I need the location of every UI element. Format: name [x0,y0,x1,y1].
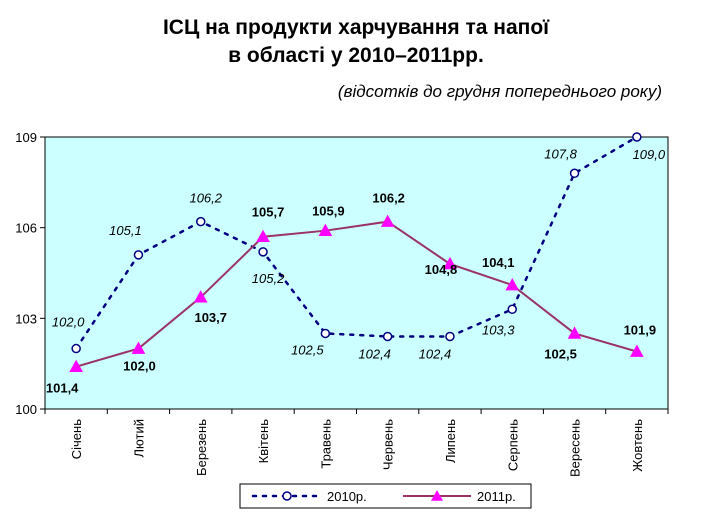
data-label-2011: 105,7 [252,205,285,220]
x-tick-label: Липень [443,419,458,463]
x-axis-labels: Січень Лютий Березень Квітень Травень Червень… [69,419,645,477]
data-label-2010: 102,4 [358,346,391,361]
marker-2010 [71,343,81,354]
series-2011-line [75,220,638,368]
data-label-2010: 107,8 [544,146,577,161]
marker-2010 [258,247,268,257]
series-lines [74,135,639,368]
marker-2010 [507,304,517,315]
y-tick-label: 103 [15,311,37,326]
marker-2010 [320,328,331,339]
data-label-2010: 102,5 [291,342,324,357]
marker-2011 [630,344,644,357]
marker-2011 [505,278,520,291]
legend: 2010р. 2011р. [239,483,532,509]
data-label-2010: 106,2 [189,191,222,206]
marker-2010 [569,168,580,179]
title-line-2: в області у 2010–2011рр. [228,44,484,67]
x-tick-label: Січень [69,419,84,459]
series-2010-line [74,135,639,350]
x-tick-label: Серпень [505,419,520,471]
data-label-2011: 103,7 [194,310,227,325]
marker-2010 [632,132,642,142]
chart-subtitle: (відсотків до грудня попереднього року) [337,82,662,101]
marker-2011 [443,256,457,270]
x-tick-label: Жовтень [630,419,645,472]
legend-marker-2010 [282,491,292,501]
legend-label-2010: 2010р. [327,489,367,504]
marker-2011 [567,326,582,339]
axes: 100 103 106 109 [15,130,669,417]
x-tick-label: Червень [381,419,396,470]
title-line-1: ІСЦ на продукти харчування та напої [162,16,550,39]
data-label-2011: 101,9 [624,323,657,338]
data-label-2011: 104,1 [482,255,515,270]
y-tick-label: 109 [15,130,37,145]
chart-title: ІСЦ на продукти харчування та напої в об… [0,14,712,70]
data-label-2011: 104,8 [425,262,458,277]
marker-2011 [380,214,395,227]
x-tick-label: Березень [194,419,209,476]
y-tick-label: 100 [15,402,37,417]
legend-label-2011: 2011р. [477,489,516,504]
data-label-2010: 105,2 [252,271,285,286]
data-label-2011: 102,5 [544,346,577,361]
data-labels: 102,0 105,1 106,2 105,2 102,5 102,4 102,4 103,3… [46,146,666,395]
data-label-2010: 102,4 [419,346,452,361]
x-tick-label: Травень [318,419,333,469]
marker-2010 [133,250,144,260]
y-tick-label: 106 [15,221,37,236]
data-label-2011: 106,2 [372,191,405,206]
data-label-2011: 105,9 [312,204,345,219]
x-tick-label: Квітень [256,419,271,464]
marker-2011 [131,341,146,354]
data-markers [69,132,644,372]
plot-area [44,136,669,410]
data-label-2010: 102,0 [52,315,85,330]
data-label-2010: 105,1 [109,223,142,238]
legend-marker-2011 [431,490,443,501]
marker-2010 [196,216,206,227]
marker-2010 [445,331,455,342]
marker-2010 [382,331,393,342]
marker-2011 [256,229,270,243]
data-label-2011: 102,0 [123,359,156,374]
data-label-2011: 101,4 [46,381,79,396]
x-tick-label: Вересень [568,419,583,477]
marker-2011 [318,223,333,236]
x-tick-label: Лютий [131,419,146,457]
data-label-2010: 109,0 [633,147,666,162]
data-label-2010: 103,3 [482,322,515,337]
marker-2011 [69,359,83,372]
marker-2011 [193,290,208,303]
